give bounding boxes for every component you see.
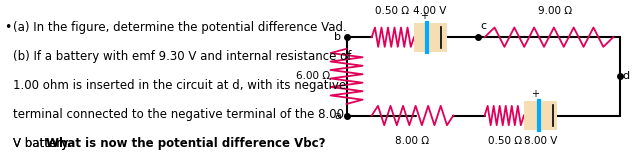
Text: (a) In the figure, determine the potential difference Vad.: (a) In the figure, determine the potenti… <box>13 21 347 34</box>
Text: b: b <box>334 32 341 42</box>
Text: 0.50 Ω: 0.50 Ω <box>488 136 522 146</box>
Text: What is now the potential difference Vbc?: What is now the potential difference Vbc… <box>46 137 326 150</box>
Text: V battery.: V battery. <box>13 137 74 150</box>
Text: terminal connected to the negative terminal of the 8.00-: terminal connected to the negative termi… <box>13 108 349 121</box>
Text: a: a <box>334 111 341 121</box>
Bar <box>414 23 447 52</box>
Text: •: • <box>5 21 12 34</box>
Text: 0.50 Ω: 0.50 Ω <box>375 6 409 16</box>
Text: +: + <box>420 11 428 21</box>
Text: 8.00 Ω: 8.00 Ω <box>395 136 430 146</box>
Text: +: + <box>531 89 539 99</box>
Text: 8.00 V: 8.00 V <box>525 136 557 146</box>
Text: d: d <box>622 71 630 81</box>
Text: c: c <box>480 21 486 31</box>
Bar <box>524 101 557 130</box>
Text: 6.00 Ω: 6.00 Ω <box>296 71 331 81</box>
Text: (b) If a battery with emf 9.30 V and internal resistance of: (b) If a battery with emf 9.30 V and int… <box>13 50 351 63</box>
Text: V battery.: V battery. <box>13 137 74 150</box>
Text: 4.00 V: 4.00 V <box>413 6 446 16</box>
Text: 9.00 Ω: 9.00 Ω <box>538 6 572 16</box>
Text: 1.00 ohm is inserted in the circuit at d, with its negative: 1.00 ohm is inserted in the circuit at d… <box>13 79 346 92</box>
